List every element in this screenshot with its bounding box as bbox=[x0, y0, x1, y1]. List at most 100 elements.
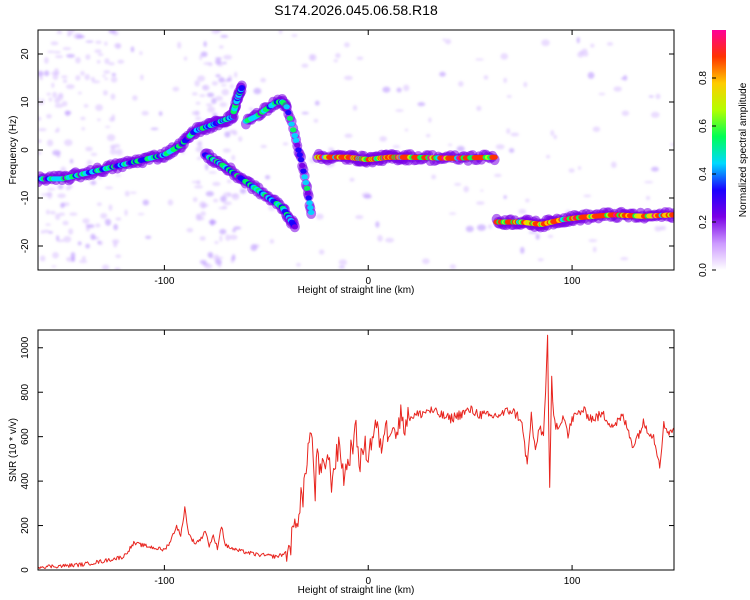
speckle-blob bbox=[158, 111, 163, 116]
speckle-blob bbox=[65, 186, 71, 191]
speckle-blob bbox=[103, 70, 111, 74]
speckle-blob bbox=[500, 53, 509, 60]
speckle-blob bbox=[260, 144, 267, 149]
speckle-blob bbox=[222, 148, 231, 153]
speckle-blob bbox=[456, 145, 465, 152]
speckle-blob bbox=[442, 38, 446, 41]
speckle-blob bbox=[75, 56, 81, 64]
ridge-core bbox=[238, 85, 246, 91]
speckle-blob bbox=[222, 61, 227, 65]
speckle-blob bbox=[231, 154, 236, 161]
ridge-core bbox=[297, 157, 305, 163]
speckle-blob bbox=[183, 56, 188, 61]
speckle-blob bbox=[480, 189, 484, 192]
speckle-blob bbox=[547, 234, 554, 238]
snr-ytick-label: 0 bbox=[20, 567, 31, 573]
speckle-blob bbox=[102, 90, 108, 96]
speckle-blob bbox=[219, 102, 227, 108]
speckle-blob bbox=[50, 41, 59, 46]
speckle-blob bbox=[425, 133, 431, 138]
speckle-blob bbox=[215, 57, 223, 60]
speckle-blob bbox=[465, 225, 474, 233]
speckle-blob bbox=[192, 197, 198, 203]
speckle-blob bbox=[142, 199, 150, 206]
speckle-blob bbox=[201, 203, 209, 208]
speckle-blob bbox=[67, 32, 73, 36]
speckle-blob bbox=[248, 107, 253, 111]
speckle-blob bbox=[224, 131, 231, 138]
speckle-blob bbox=[68, 228, 74, 235]
speckle-blob bbox=[110, 93, 116, 100]
speckle-blob bbox=[97, 53, 104, 57]
speckle-blob bbox=[344, 75, 353, 81]
speckle-blob bbox=[97, 118, 101, 122]
ridge-core bbox=[295, 147, 302, 153]
speckle-blob bbox=[70, 252, 76, 259]
speckle-blob bbox=[66, 53, 75, 58]
speckle-blob bbox=[229, 234, 238, 240]
speckle-blob bbox=[77, 241, 82, 246]
speckle-blob bbox=[115, 254, 122, 258]
speckle-blob bbox=[80, 116, 86, 121]
speckle-blob bbox=[56, 31, 63, 35]
speckle-blob bbox=[53, 68, 59, 75]
speckle-blob bbox=[537, 258, 544, 262]
speckle-blob bbox=[197, 75, 206, 82]
speckle-blob bbox=[82, 218, 90, 224]
speckle-blob bbox=[104, 219, 111, 222]
speckle-blob bbox=[520, 246, 525, 254]
speckle-blob bbox=[113, 143, 121, 148]
speckle-blob bbox=[117, 59, 125, 64]
speckle-blob bbox=[100, 212, 108, 219]
speckle-blob bbox=[69, 212, 78, 216]
speckle-blob bbox=[115, 217, 122, 221]
speckle-blob bbox=[46, 92, 52, 96]
speckle-blob bbox=[63, 236, 72, 243]
snr-background bbox=[38, 330, 674, 570]
speckle-blob bbox=[104, 58, 110, 65]
speckle-blob bbox=[60, 202, 65, 209]
snr-ylabel: SNR (10 * v/v) bbox=[8, 418, 19, 482]
speckle-blob bbox=[525, 198, 530, 203]
speckle-blob bbox=[220, 195, 227, 203]
ridge-core bbox=[302, 180, 310, 186]
speckle-blob bbox=[186, 227, 194, 233]
speckle-blob bbox=[199, 259, 207, 265]
speckle-blob bbox=[349, 177, 355, 182]
speckle-blob bbox=[215, 74, 221, 78]
ridge-core bbox=[286, 115, 294, 121]
speckle-blob bbox=[80, 70, 85, 76]
speckle-blob bbox=[260, 77, 266, 83]
speckle-blob bbox=[39, 76, 43, 81]
speckle-blob bbox=[211, 98, 217, 104]
ridge-core bbox=[290, 127, 297, 133]
speckle-blob bbox=[52, 91, 58, 99]
spectrogram-background bbox=[38, 30, 674, 270]
speckle-blob bbox=[403, 84, 410, 92]
speckle-blob bbox=[315, 213, 324, 220]
speckle-blob bbox=[38, 70, 44, 77]
speckle-blob bbox=[52, 149, 61, 156]
ridge-lower-ridge bbox=[491, 206, 674, 233]
speckle-blob bbox=[385, 237, 395, 243]
snr-ytick-label: 800 bbox=[20, 383, 31, 400]
speckle-blob bbox=[203, 41, 207, 47]
speckle-blob bbox=[177, 41, 182, 49]
speckle-blob bbox=[195, 101, 201, 105]
speckle-blob bbox=[448, 212, 457, 215]
ridge-core bbox=[294, 142, 301, 148]
colorbar-tick-label: 0.4 bbox=[698, 167, 709, 181]
speckle-blob bbox=[87, 224, 95, 228]
speckle-blob bbox=[568, 168, 575, 173]
speckle-blob bbox=[216, 59, 221, 64]
speckle-blob bbox=[61, 100, 68, 107]
speckle-blob bbox=[53, 51, 61, 54]
speckle-blob bbox=[52, 73, 59, 80]
speckle-blob bbox=[195, 146, 204, 153]
speckle-blob bbox=[508, 148, 515, 153]
colorbar-tick-label: 0.0 bbox=[698, 263, 709, 277]
speckle-blob bbox=[211, 30, 220, 34]
